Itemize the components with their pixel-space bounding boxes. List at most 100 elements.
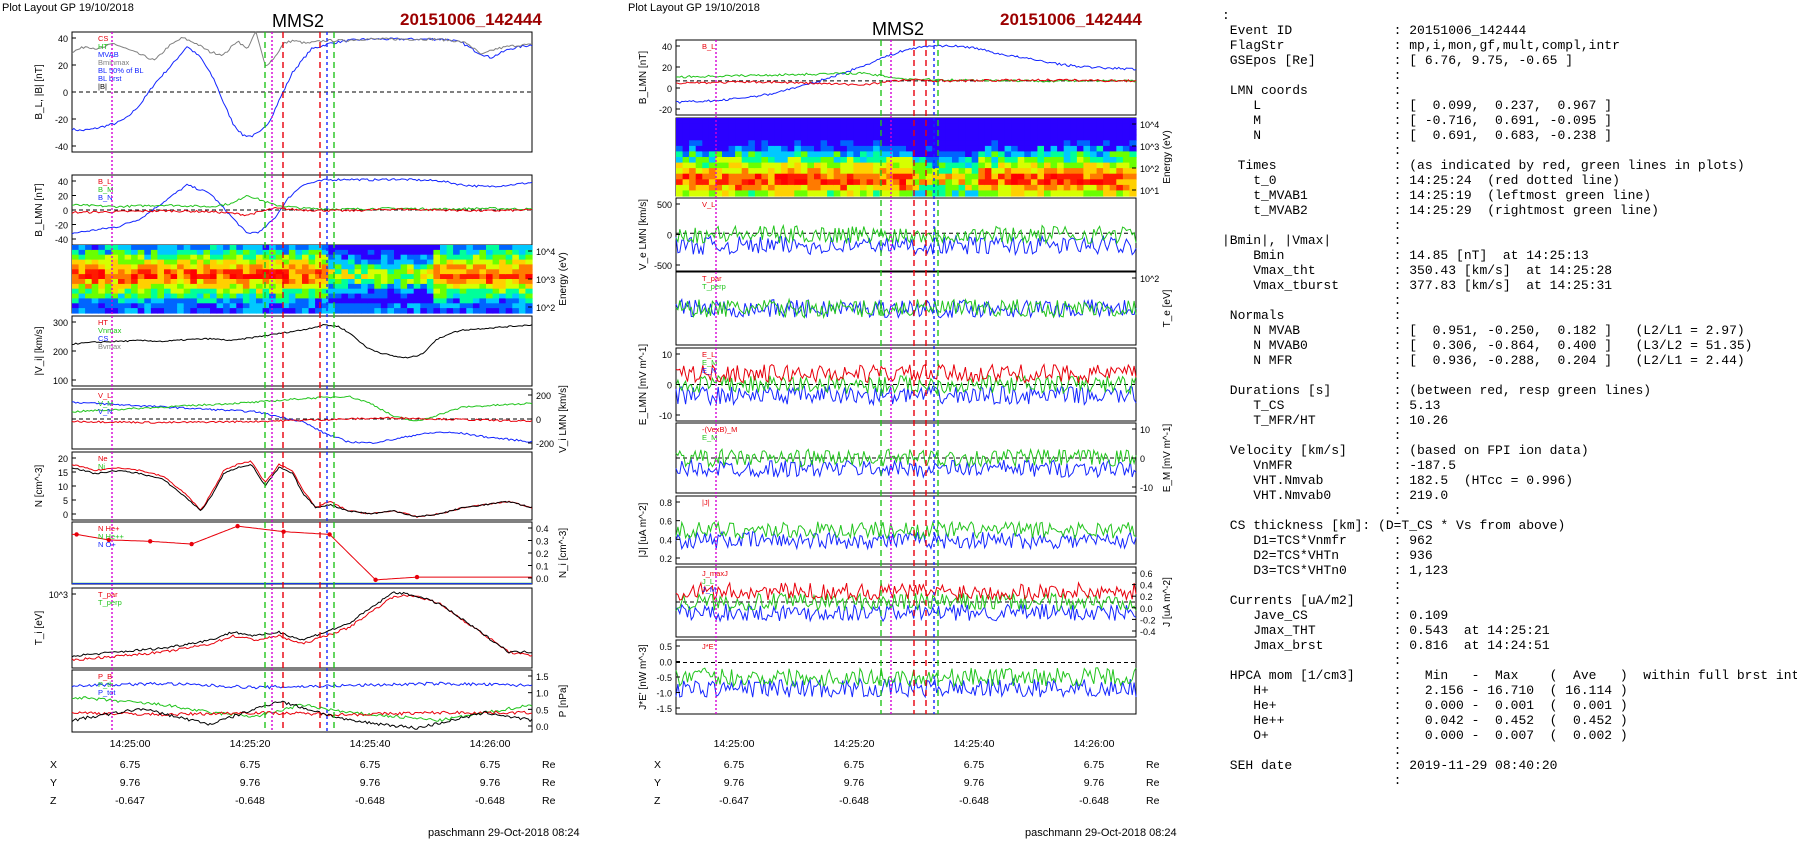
spectrogram-cell: [269, 279, 277, 285]
chart-panel: 0.60.40.20.0-0.2-0.4J [uA m^-2]J_maxJJ_L…: [675, 566, 1173, 638]
spectrogram-cell: [1037, 140, 1045, 147]
spectrogram-cell: [919, 129, 927, 136]
spectrogram-cell: [827, 134, 835, 141]
spectrogram-cell: [183, 245, 191, 251]
spectrogram-cell: [118, 269, 126, 275]
orbit-value: 6.75: [1084, 759, 1105, 771]
spectrogram-cell: [512, 308, 520, 314]
spectrogram-cell: [144, 308, 152, 314]
spectrogram-cell: [190, 279, 198, 285]
spectrogram-cell: [1063, 145, 1071, 153]
spectrogram-cell: [466, 293, 474, 300]
y-tick-label: 20: [58, 192, 68, 202]
spectrogram-cell: [827, 151, 835, 158]
y-tick-label: 0: [667, 84, 672, 94]
spectrogram-cell: [479, 298, 487, 304]
spectrogram-cell: [144, 279, 152, 285]
spectrogram-cell: [472, 269, 481, 275]
spectrogram-cell: [1083, 184, 1091, 192]
spectrogram-cell: [124, 274, 132, 280]
spectrogram-cell: [91, 279, 99, 285]
spectrogram-cell: [334, 298, 343, 304]
spectrogram-cell: [886, 140, 894, 147]
spectrogram-cell: [768, 173, 776, 180]
spectrogram-cell: [1057, 140, 1065, 147]
orbit-value: -0.647: [719, 795, 749, 807]
spectrogram-cell: [492, 264, 500, 270]
spectrogram-cell: [203, 288, 211, 295]
spectrogram-cell: [945, 129, 953, 136]
spectrogram-cell: [341, 269, 349, 275]
spectrogram-cell: [873, 129, 881, 136]
spectrogram-cell: [124, 298, 132, 304]
spectrogram-cell: [1129, 118, 1137, 125]
spectrogram-cell: [479, 303, 487, 309]
info-line: t_MVAB1 : 14:25:19 (leftmost green line): [1253, 188, 1652, 203]
spectrogram-cell: [682, 129, 690, 136]
spectrogram-cell: [124, 269, 132, 275]
spectrogram-cell: [499, 264, 507, 270]
panel-frame: [71, 451, 533, 521]
info-line: Jave_CS : 0.109: [1253, 608, 1449, 623]
spectrogram-cell: [741, 123, 749, 130]
spectrogram-cell: [229, 274, 237, 280]
spectrogram-cell: [866, 123, 874, 130]
info-line: :: [1393, 143, 1402, 158]
spectrogram-cell: [275, 254, 283, 261]
spectrogram-cell: [938, 140, 947, 147]
spectrogram-cell: [433, 269, 441, 275]
spectrogram-cell: [1030, 145, 1039, 153]
spectrogram-cell: [1103, 140, 1111, 147]
spectrogram-cell: [965, 118, 973, 125]
orbit-value: 6.75: [120, 759, 141, 771]
spectrogram-cell: [354, 303, 362, 309]
spectrogram-cell: [242, 298, 251, 304]
series-line: [675, 581, 1137, 602]
spectrogram-cell: [820, 162, 828, 169]
spectrogram-cell: [768, 168, 776, 175]
spectrogram-cell: [840, 173, 848, 180]
spectrogram-cell: [1017, 123, 1025, 130]
spectrogram-cell: [1057, 157, 1065, 164]
spectrogram-cell: [177, 308, 185, 314]
spectrogram-cell: [380, 259, 389, 266]
spectrogram-cell: [820, 145, 828, 153]
spectrogram-cell: [899, 118, 907, 125]
spectrogram-cell: [814, 129, 822, 136]
spectrogram-cell: [892, 190, 901, 197]
spectrogram-cell: [512, 283, 520, 290]
y-tick-label: 20: [58, 454, 68, 464]
spectrogram-cell: [236, 254, 244, 261]
vertical-markers: [111, 32, 335, 732]
spectrogram-cell: [1076, 162, 1085, 169]
spectrogram-cell: [853, 162, 861, 169]
spectrogram-cell: [866, 162, 874, 169]
spectrogram-cell: [998, 168, 1006, 175]
spectrogram-cell: [196, 269, 205, 275]
spectrogram-cell: [308, 264, 316, 270]
spectrogram-cell: [958, 190, 966, 197]
spectrogram-cell: [367, 279, 375, 285]
spectrogram-cell: [486, 254, 494, 261]
spectrogram-cell: [820, 134, 828, 141]
spectrogram-cell: [288, 259, 297, 266]
spectrogram-cell: [945, 118, 953, 125]
spectrogram-cell: [308, 274, 316, 280]
spectrogram-cell: [348, 245, 356, 251]
spectrogram-cell: [486, 259, 494, 266]
info-line: M : [ -0.716, 0.691, -0.095 ]: [1253, 113, 1613, 128]
mid-time-axis: 14:25:00 14:25:20 14:25:40 14:26:00: [714, 738, 1115, 750]
spectrogram-cell: [505, 274, 513, 280]
spectrogram-cell: [164, 283, 172, 290]
spectrogram-cell: [866, 140, 874, 147]
spectrogram-cell: [860, 184, 868, 192]
spectrogram-cell: [85, 293, 93, 300]
spectrogram-cell: [958, 179, 966, 186]
spectrogram-cell: [394, 308, 402, 314]
spectrogram-cell: [505, 293, 513, 300]
spectrogram-cell: [413, 283, 421, 290]
spectrogram-cell: [833, 190, 841, 197]
info-line: D3=TCS*VHTn0 : 1,123: [1253, 563, 1449, 578]
spectrogram-cell: [781, 140, 789, 147]
